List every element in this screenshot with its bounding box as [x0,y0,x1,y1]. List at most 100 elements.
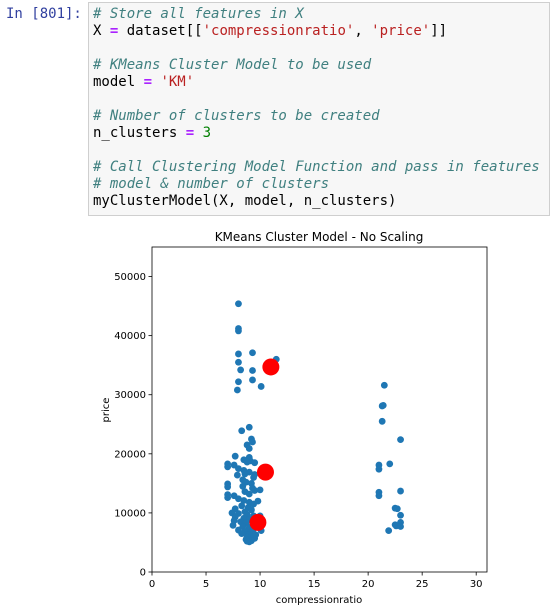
data-point [241,470,249,478]
code-line: # model & number of clusters [93,176,540,193]
code-token [194,125,202,141]
cluster-center-point [262,358,280,376]
data-point [256,486,264,494]
code-token: # Store all features in X [93,6,304,22]
code-token: n_clusters [93,125,186,141]
data-point [235,300,242,308]
data-point [393,505,401,513]
data-point [251,459,259,467]
x-tick-label: 20 [362,579,375,590]
x-tick-label: 10 [254,579,267,590]
scatter-chart: KMeans Cluster Model - No Scaling 0 10000… [101,230,488,606]
data-point [235,350,242,358]
data-point [233,386,241,394]
data-point [375,492,383,500]
data-point [249,438,256,446]
data-point [245,423,253,431]
x-tick-label: 15 [308,579,321,590]
plot-frame [151,246,488,573]
code-token: 'price' [371,23,431,39]
code-token: = [143,74,153,90]
data-point [397,487,404,495]
code-line: n_clusters = 3 [93,125,540,142]
code-token: , [354,23,372,39]
code-line: X = dataset[['compressionratio', 'price'… [93,23,540,40]
data-point [251,487,259,494]
cell-output: KMeans Cluster Model - No Scaling 0 10000… [94,224,494,612]
data-point [238,502,246,510]
data-point [380,381,388,389]
data-point [397,436,404,444]
code-token: model [93,74,144,90]
code-token: X [93,23,110,39]
data-point [257,383,265,390]
data-point [224,483,232,491]
data-point [231,452,239,460]
data-point [235,378,242,386]
data-point [243,458,251,466]
data-point [224,463,232,471]
code-line: # Call Clustering Model Function and pas… [93,159,540,176]
data-point [254,497,262,505]
data-point [250,474,257,481]
code-token: # model & number of clusters [93,176,330,192]
y-tick-label: 40000 [114,331,146,342]
data-point [229,521,237,529]
data-point [224,494,232,501]
x-tick-label: 25 [416,579,429,590]
y-tick-label: 10000 [114,508,146,519]
data-point [237,366,245,374]
y-tick-label: 20000 [114,449,146,460]
data-point [238,530,246,537]
data-point [235,495,242,503]
data-point [245,490,253,498]
y-tick-label: 0 [140,568,146,579]
data-point [248,506,255,514]
code-line: # Number of clusters to be created [93,108,540,125]
data-point [249,349,256,357]
code-line: model = 'KM' [93,74,540,91]
code-token: dataset[[ [118,23,203,39]
x-tick-label: 30 [470,579,483,590]
cluster-center-point [256,463,274,481]
input-prompt: In [801]: [6,6,82,22]
data-point [397,511,404,519]
cluster-center-point [249,513,267,531]
code-token: = [109,23,119,39]
code-token: # Number of clusters to be created [93,108,380,124]
data-point [235,358,242,366]
data-point [397,523,404,530]
data-point [249,376,256,384]
data-point [240,497,248,504]
x-tick-label: 0 [149,579,155,590]
data-point [378,402,386,410]
y-tick-label: 50000 [114,272,146,283]
data-point [375,465,383,473]
data-point [235,465,242,472]
code-token: # Call Clustering Model Function and pas… [93,159,540,175]
code-line: # KMeans Cluster Model to be used [93,57,540,74]
code-line: myClusterModel(X, model, n_clusters) [93,193,540,210]
code-token: 'compressionratio' [202,23,355,39]
data-point [238,427,246,435]
y-tick-label: 30000 [114,390,146,401]
y-axis-label: price [101,398,112,423]
code-token: 'KM' [160,74,195,90]
data-point [233,471,241,479]
code-line [93,40,540,57]
chart-title: KMeans Cluster Model - No Scaling [215,230,424,244]
data-point [249,367,256,374]
code-line: # Store all features in X [93,6,540,23]
data-point [235,327,242,335]
data-point [378,417,386,425]
data-point [252,531,260,539]
x-tick-label: 5 [203,579,209,590]
data-point [243,537,251,545]
code-token: 3 [202,125,212,141]
code-token: = [185,125,195,141]
data-point [245,445,253,452]
code-token: myClusterModel(X, model, n_clusters) [93,193,397,209]
code-token: ]] [430,23,448,39]
